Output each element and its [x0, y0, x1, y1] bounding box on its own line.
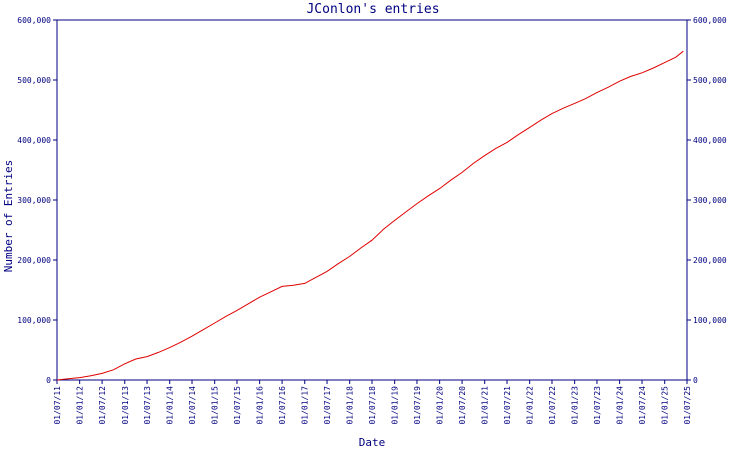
x-tick-label: 01/01/18: [346, 386, 355, 425]
chart-title: JConlon's entries: [306, 2, 439, 17]
x-tick-label: 01/07/15: [233, 386, 242, 425]
x-tick-label: 01/07/25: [683, 386, 692, 425]
y-tick-label-right: 400,000: [693, 136, 727, 145]
series-group: [56, 50, 684, 381]
plot-frame: [56, 19, 688, 381]
x-tick-label: 01/07/14: [188, 386, 197, 425]
x-axis-label: Date: [359, 436, 386, 449]
x-tick-label: 01/01/24: [616, 386, 625, 425]
y-tick-label-left: 100,000: [17, 316, 51, 325]
x-tick-label: 01/01/22: [526, 386, 535, 425]
x-tick-label: 01/07/11: [53, 386, 62, 425]
x-tick-label: 01/07/17: [323, 386, 332, 425]
y-axis-left: 0 100,000 200,000 300,000 400,000 500,000 600,…: [17, 16, 57, 385]
y-axis-label: Number of Entries: [2, 160, 15, 273]
x-tick-label: 01/01/16: [256, 386, 265, 425]
y-tick-label-left: 600,000: [17, 16, 51, 25]
x-tick-label: 01/07/13: [143, 386, 152, 425]
x-tick-label: 01/01/17: [301, 386, 310, 425]
x-tick-label: 01/01/13: [121, 386, 130, 425]
y-tick-label-left: 400,000: [17, 136, 51, 145]
x-tick-label: 01/01/14: [166, 386, 175, 425]
x-tick-label: 01/01/15: [211, 386, 220, 425]
y-tick-label-right: 0: [693, 376, 698, 385]
x-tick-label: 01/07/16: [278, 386, 287, 425]
x-tick-label: 01/07/22: [548, 386, 557, 425]
x-tick-label: 01/07/19: [413, 386, 422, 425]
x-tick-label: 01/07/20: [458, 386, 467, 425]
x-tick-label: 01/01/21: [481, 386, 490, 425]
x-tick-label: 01/01/20: [436, 386, 445, 425]
y-tick-label-right: 600,000: [693, 16, 727, 25]
x-tick-label: 01/01/12: [76, 386, 85, 425]
x-tick-label: 01/07/23: [593, 386, 602, 425]
series-line-0: [56, 50, 684, 381]
x-tick-label: 01/01/25: [661, 386, 670, 425]
x-tick-label: 01/01/19: [391, 386, 400, 425]
y-tick-label-left: 500,000: [17, 76, 51, 85]
y-tick-label-right: 200,000: [693, 256, 727, 265]
x-axis: 01/07/11 01/01/12 01/07/12 01/01/13 01/07/13…: [53, 380, 692, 425]
y-tick-label-left: 300,000: [17, 196, 51, 205]
y-axis-right: 0 100,000 200,000 300,000 400,000 500,000 600,…: [687, 16, 727, 385]
x-tick-label: 01/07/24: [638, 386, 647, 425]
y-tick-label-left: 200,000: [17, 256, 51, 265]
x-tick-label: 01/01/23: [571, 386, 580, 425]
y-tick-label-right: 500,000: [693, 76, 727, 85]
y-tick-label-left: 0: [46, 376, 51, 385]
x-tick-label: 01/07/21: [503, 386, 512, 425]
y-tick-label-right: 100,000: [693, 316, 727, 325]
x-tick-label: 01/07/18: [368, 386, 377, 425]
x-tick-label: 01/07/12: [98, 386, 107, 425]
y-tick-label-right: 300,000: [693, 196, 727, 205]
